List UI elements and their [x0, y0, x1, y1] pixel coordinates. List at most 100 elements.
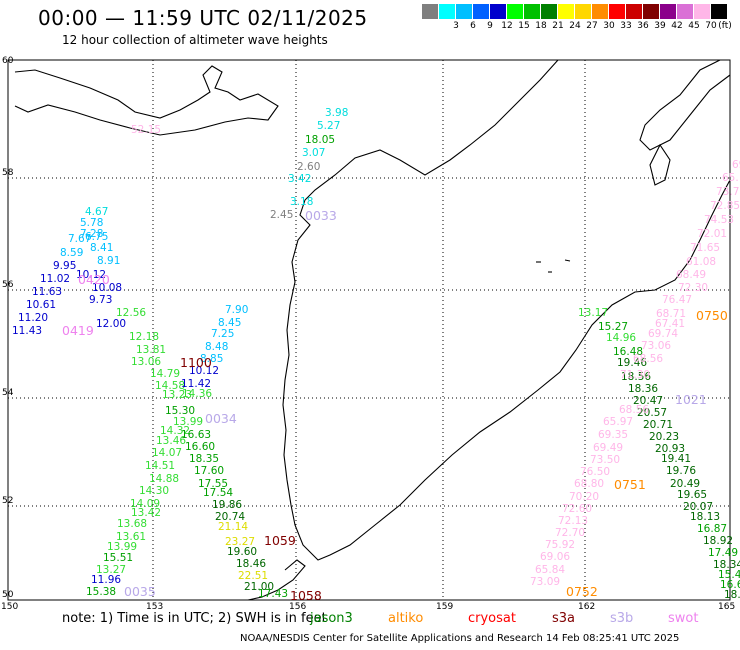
colorbar-tick-label: 18	[535, 21, 547, 31]
wave-height-label: 8.91	[97, 255, 120, 267]
wave-height-label: 17.54	[203, 487, 233, 499]
colorbar-tick-label: 42	[671, 21, 683, 31]
wave-height-label: 68.71	[656, 308, 686, 320]
wave-height-label: 72.13	[558, 515, 588, 527]
wave-height-label: 15.42	[718, 569, 740, 581]
pass-time-tag: 0751	[614, 477, 646, 492]
pass-time-tag: 1100	[180, 355, 212, 370]
wave-height-label: 10.12	[76, 269, 106, 281]
graticule	[8, 60, 730, 600]
wave-height-label: 65.84	[535, 564, 565, 576]
wave-height-label: 8.85	[200, 353, 223, 365]
colorbar-tick-label: 6	[470, 21, 476, 31]
wave-height-label: 20.23	[649, 431, 679, 443]
colorbar-tick-label: 36	[637, 21, 649, 31]
wave-height-label: 7.25	[211, 328, 234, 340]
wave-height-label: 19.46	[617, 357, 647, 369]
wave-height-label: 13.99	[173, 416, 203, 428]
wave-height-label: 18.56	[621, 371, 651, 383]
satellite-label-s3b: s3b	[610, 611, 634, 626]
wave-height-label: 19.60	[227, 546, 257, 558]
wave-height-label: 14.51	[145, 460, 175, 472]
colorbar-swatch	[422, 4, 438, 19]
wave-height-label: 76.50	[580, 466, 610, 478]
wave-height-label: 13.27	[96, 564, 126, 576]
wave-height-label: 8.41	[90, 242, 113, 254]
colorbar-tick-label: 9	[487, 21, 493, 31]
wave-height-label: 18.	[724, 589, 740, 601]
wave-height-label: 20.74	[215, 511, 245, 523]
wave-height-label: 13.06	[131, 356, 161, 368]
pass-time-tag: 0035	[124, 584, 156, 599]
wave-height-label: 11.63	[32, 286, 62, 298]
wave-height-label: 12.56	[116, 307, 146, 319]
wave-height-label: 13.99	[107, 541, 137, 553]
wave-height-label: 19.65	[677, 489, 707, 501]
lon-tick-label: 162	[578, 602, 595, 612]
wave-height-label: 14.88	[149, 473, 179, 485]
pass-time-tag: 0750	[696, 308, 728, 323]
wave-height-label: 13.46	[156, 435, 186, 447]
wave-height-label: 14.58	[155, 380, 185, 392]
wave-height-label: 69	[732, 159, 740, 171]
wave-height-label: 72.85	[710, 200, 740, 212]
wave-height-label: 73.7	[716, 186, 739, 198]
wave-height-label: 69.74	[648, 328, 678, 340]
lat-tick-label: 58	[2, 168, 14, 178]
wave-height-label: 14.09	[130, 498, 160, 510]
pass-time-tag: 1021	[675, 392, 707, 407]
wave-height-label: 11.42	[181, 378, 211, 390]
wave-height-label: 18.13	[690, 511, 720, 523]
colorbar-swatch	[694, 4, 710, 19]
wave-height-label: 16.63	[181, 429, 211, 441]
colorbar-swatch	[490, 4, 506, 19]
wave-height-label: 16.60	[185, 441, 215, 453]
colorbar-swatch	[660, 4, 676, 19]
colorbar-unit-label: (ft)	[718, 21, 732, 31]
lon-tick-label: 153	[146, 602, 163, 612]
wave-height-label: 18.05	[305, 134, 335, 146]
wave-height-label: 20.93	[655, 443, 685, 455]
satellite-label-jason3: jason3	[310, 611, 353, 626]
wave-height-label: 11.96	[91, 574, 121, 586]
wave-height-label: 73.06	[641, 340, 671, 352]
satellite-label-altiko: altiko	[388, 611, 424, 626]
wave-height-label: 72.70	[555, 527, 585, 539]
wave-height-label: 7.67	[68, 233, 91, 245]
wave-height-label: 3.42	[288, 173, 311, 185]
wave-height-label: 68.56	[633, 353, 663, 365]
colorbar-tick-label: 15	[518, 21, 530, 31]
wave-height-label: 13.17	[578, 307, 608, 319]
wave-height-label: 18.92	[703, 535, 733, 547]
credit-line: NOAA/NESDIS Center for Satellite Applica…	[240, 633, 680, 644]
wave-height-label: 11.43	[12, 325, 42, 337]
wave-height-label: 13.68	[117, 518, 147, 530]
lon-tick-label: 150	[1, 602, 18, 612]
wave-height-label: 72.60	[562, 503, 592, 515]
wave-height-label: 12.00	[96, 318, 126, 330]
wave-height-label: 17.43	[258, 588, 288, 600]
wave-height-label: 7.90	[225, 304, 248, 316]
pass-time-tag: 0752	[566, 584, 598, 599]
wave-height-label: 8.48	[205, 341, 228, 353]
wave-height-label: 19.41	[661, 453, 691, 465]
wave-height-label: 70.20	[569, 491, 599, 503]
wave-height-label: 14.30	[139, 485, 169, 497]
wave-height-label: 14.79	[150, 368, 180, 380]
axis-tick-labels: 60 58 56 54 52 50 150 153 156 159 162 165	[1, 56, 735, 612]
wave-height-label: 65.97	[603, 416, 633, 428]
wave-height-label: 10.08	[92, 282, 122, 294]
wave-height-label: 4.67	[85, 206, 108, 218]
wave-height-label: 2.45	[270, 209, 293, 221]
colorbar-swatch	[541, 4, 557, 19]
wave-height-label: 3.98	[325, 107, 348, 119]
colorbar-swatch	[439, 4, 455, 19]
wave-height-label: 18.36	[628, 383, 658, 395]
wave-height-label: 67.41	[655, 318, 685, 330]
wave-height-label: 17.55	[198, 478, 228, 490]
wave-height-label: 75.92	[545, 539, 575, 551]
wave-height-label: 11.20	[18, 312, 48, 324]
wave-height-label: 18.34	[713, 559, 740, 571]
lat-tick-label: 56	[2, 280, 14, 290]
